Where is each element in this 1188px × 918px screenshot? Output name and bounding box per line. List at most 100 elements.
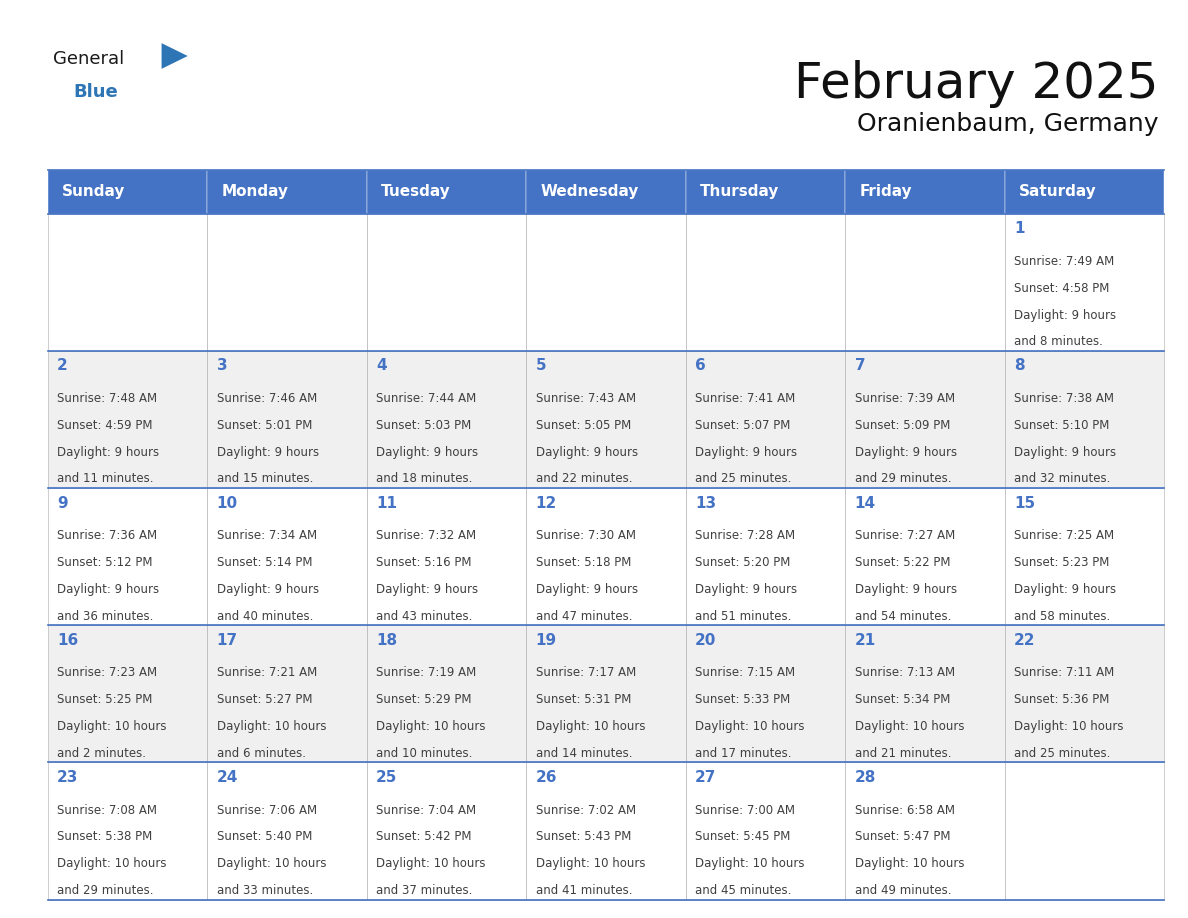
- Text: Saturday: Saturday: [1019, 185, 1097, 199]
- Text: and 25 minutes.: and 25 minutes.: [1015, 746, 1111, 760]
- Bar: [367, 763, 526, 900]
- Bar: [207, 763, 367, 900]
- Text: Sunrise: 7:17 AM: Sunrise: 7:17 AM: [536, 666, 636, 679]
- Text: 15: 15: [1015, 496, 1035, 510]
- Text: Daylight: 10 hours: Daylight: 10 hours: [695, 857, 804, 870]
- Bar: [685, 214, 845, 351]
- Text: and 49 minutes.: and 49 minutes.: [854, 884, 952, 897]
- Text: 8: 8: [1015, 358, 1025, 374]
- Bar: [48, 214, 207, 351]
- Text: Sunrise: 7:39 AM: Sunrise: 7:39 AM: [854, 392, 955, 405]
- Text: 25: 25: [377, 770, 398, 785]
- Text: Sunset: 5:23 PM: Sunset: 5:23 PM: [1015, 556, 1110, 569]
- Text: and 14 minutes.: and 14 minutes.: [536, 746, 632, 760]
- Text: Sunrise: 7:19 AM: Sunrise: 7:19 AM: [377, 666, 476, 679]
- Text: and 47 minutes.: and 47 minutes.: [536, 610, 632, 622]
- Text: Sunrise: 7:36 AM: Sunrise: 7:36 AM: [57, 530, 157, 543]
- Text: Sunrise: 7:44 AM: Sunrise: 7:44 AM: [377, 392, 476, 405]
- Text: Sunset: 5:14 PM: Sunset: 5:14 PM: [216, 556, 312, 569]
- Text: Sunrise: 7:46 AM: Sunrise: 7:46 AM: [216, 392, 317, 405]
- Text: and 32 minutes.: and 32 minutes.: [1015, 473, 1111, 486]
- Text: Sunrise: 7:43 AM: Sunrise: 7:43 AM: [536, 392, 636, 405]
- Text: Sunset: 5:05 PM: Sunset: 5:05 PM: [536, 419, 631, 432]
- Bar: [845, 488, 1005, 625]
- Bar: [48, 488, 207, 625]
- Text: Daylight: 10 hours: Daylight: 10 hours: [536, 857, 645, 870]
- Bar: [1005, 214, 1164, 351]
- Text: and 29 minutes.: and 29 minutes.: [854, 473, 952, 486]
- Text: Sunset: 5:25 PM: Sunset: 5:25 PM: [57, 693, 152, 706]
- Text: Sunset: 5:43 PM: Sunset: 5:43 PM: [536, 831, 631, 844]
- Text: Daylight: 9 hours: Daylight: 9 hours: [1015, 445, 1117, 459]
- Text: Sunrise: 7:30 AM: Sunrise: 7:30 AM: [536, 530, 636, 543]
- Text: Sunrise: 7:34 AM: Sunrise: 7:34 AM: [216, 530, 317, 543]
- Text: and 6 minutes.: and 6 minutes.: [216, 746, 305, 760]
- Text: and 37 minutes.: and 37 minutes.: [377, 884, 473, 897]
- Text: Tuesday: Tuesday: [381, 185, 450, 199]
- Text: Daylight: 10 hours: Daylight: 10 hours: [216, 720, 326, 733]
- Text: 11: 11: [377, 496, 397, 510]
- Bar: [207, 351, 367, 488]
- Bar: [685, 763, 845, 900]
- Bar: [48, 625, 207, 763]
- Text: and 17 minutes.: and 17 minutes.: [695, 746, 791, 760]
- Text: 5: 5: [536, 358, 546, 374]
- Text: Sunset: 4:59 PM: Sunset: 4:59 PM: [57, 419, 152, 432]
- Text: Daylight: 9 hours: Daylight: 9 hours: [695, 445, 797, 459]
- Text: and 40 minutes.: and 40 minutes.: [216, 610, 312, 622]
- Text: Daylight: 9 hours: Daylight: 9 hours: [57, 445, 159, 459]
- Text: General: General: [53, 50, 125, 69]
- Text: Daylight: 10 hours: Daylight: 10 hours: [57, 857, 166, 870]
- Text: Sunrise: 7:25 AM: Sunrise: 7:25 AM: [1015, 530, 1114, 543]
- Text: Daylight: 9 hours: Daylight: 9 hours: [216, 583, 318, 596]
- Bar: [367, 214, 526, 351]
- Text: Daylight: 10 hours: Daylight: 10 hours: [536, 720, 645, 733]
- Text: Daylight: 10 hours: Daylight: 10 hours: [854, 857, 965, 870]
- Text: Sunset: 4:58 PM: Sunset: 4:58 PM: [1015, 282, 1110, 295]
- Text: and 45 minutes.: and 45 minutes.: [695, 884, 791, 897]
- Bar: [1005, 351, 1164, 488]
- Text: and 43 minutes.: and 43 minutes.: [377, 610, 473, 622]
- Bar: [207, 214, 367, 351]
- Text: Sunrise: 7:02 AM: Sunrise: 7:02 AM: [536, 803, 636, 817]
- Text: Daylight: 9 hours: Daylight: 9 hours: [1015, 583, 1117, 596]
- Bar: [367, 488, 526, 625]
- Text: 14: 14: [854, 496, 876, 510]
- Text: Sunset: 5:16 PM: Sunset: 5:16 PM: [377, 556, 472, 569]
- Text: Sunrise: 7:06 AM: Sunrise: 7:06 AM: [216, 803, 317, 817]
- Text: and 22 minutes.: and 22 minutes.: [536, 473, 632, 486]
- Bar: [1005, 763, 1164, 900]
- Text: Sunrise: 6:58 AM: Sunrise: 6:58 AM: [854, 803, 955, 817]
- Text: Sunrise: 7:48 AM: Sunrise: 7:48 AM: [57, 392, 157, 405]
- Text: Sunset: 5:42 PM: Sunset: 5:42 PM: [377, 831, 472, 844]
- Text: Daylight: 9 hours: Daylight: 9 hours: [854, 445, 956, 459]
- Text: Daylight: 9 hours: Daylight: 9 hours: [377, 583, 479, 596]
- Text: Daylight: 10 hours: Daylight: 10 hours: [1015, 720, 1124, 733]
- Bar: [367, 170, 526, 214]
- Text: and 8 minutes.: and 8 minutes.: [1015, 335, 1104, 348]
- Text: Daylight: 9 hours: Daylight: 9 hours: [57, 583, 159, 596]
- Text: Sunrise: 7:15 AM: Sunrise: 7:15 AM: [695, 666, 795, 679]
- Text: Sunrise: 7:49 AM: Sunrise: 7:49 AM: [1015, 255, 1114, 268]
- Text: Friday: Friday: [859, 185, 912, 199]
- Text: and 10 minutes.: and 10 minutes.: [377, 746, 473, 760]
- Text: Daylight: 9 hours: Daylight: 9 hours: [216, 445, 318, 459]
- Text: Sunset: 5:33 PM: Sunset: 5:33 PM: [695, 693, 790, 706]
- Bar: [845, 351, 1005, 488]
- Text: 10: 10: [216, 496, 238, 510]
- Text: Wednesday: Wednesday: [541, 185, 639, 199]
- Text: Oranienbaum, Germany: Oranienbaum, Germany: [857, 112, 1158, 136]
- Text: Daylight: 10 hours: Daylight: 10 hours: [216, 857, 326, 870]
- Text: Sunset: 5:01 PM: Sunset: 5:01 PM: [216, 419, 312, 432]
- Text: 2: 2: [57, 358, 68, 374]
- Text: and 54 minutes.: and 54 minutes.: [854, 610, 952, 622]
- Text: 7: 7: [854, 358, 865, 374]
- Text: Sunrise: 7:28 AM: Sunrise: 7:28 AM: [695, 530, 795, 543]
- Text: Sunrise: 7:00 AM: Sunrise: 7:00 AM: [695, 803, 795, 817]
- Text: and 25 minutes.: and 25 minutes.: [695, 473, 791, 486]
- Text: 19: 19: [536, 633, 557, 648]
- Bar: [48, 351, 207, 488]
- Text: Daylight: 9 hours: Daylight: 9 hours: [536, 583, 638, 596]
- Text: Sunrise: 7:27 AM: Sunrise: 7:27 AM: [854, 530, 955, 543]
- Bar: [367, 351, 526, 488]
